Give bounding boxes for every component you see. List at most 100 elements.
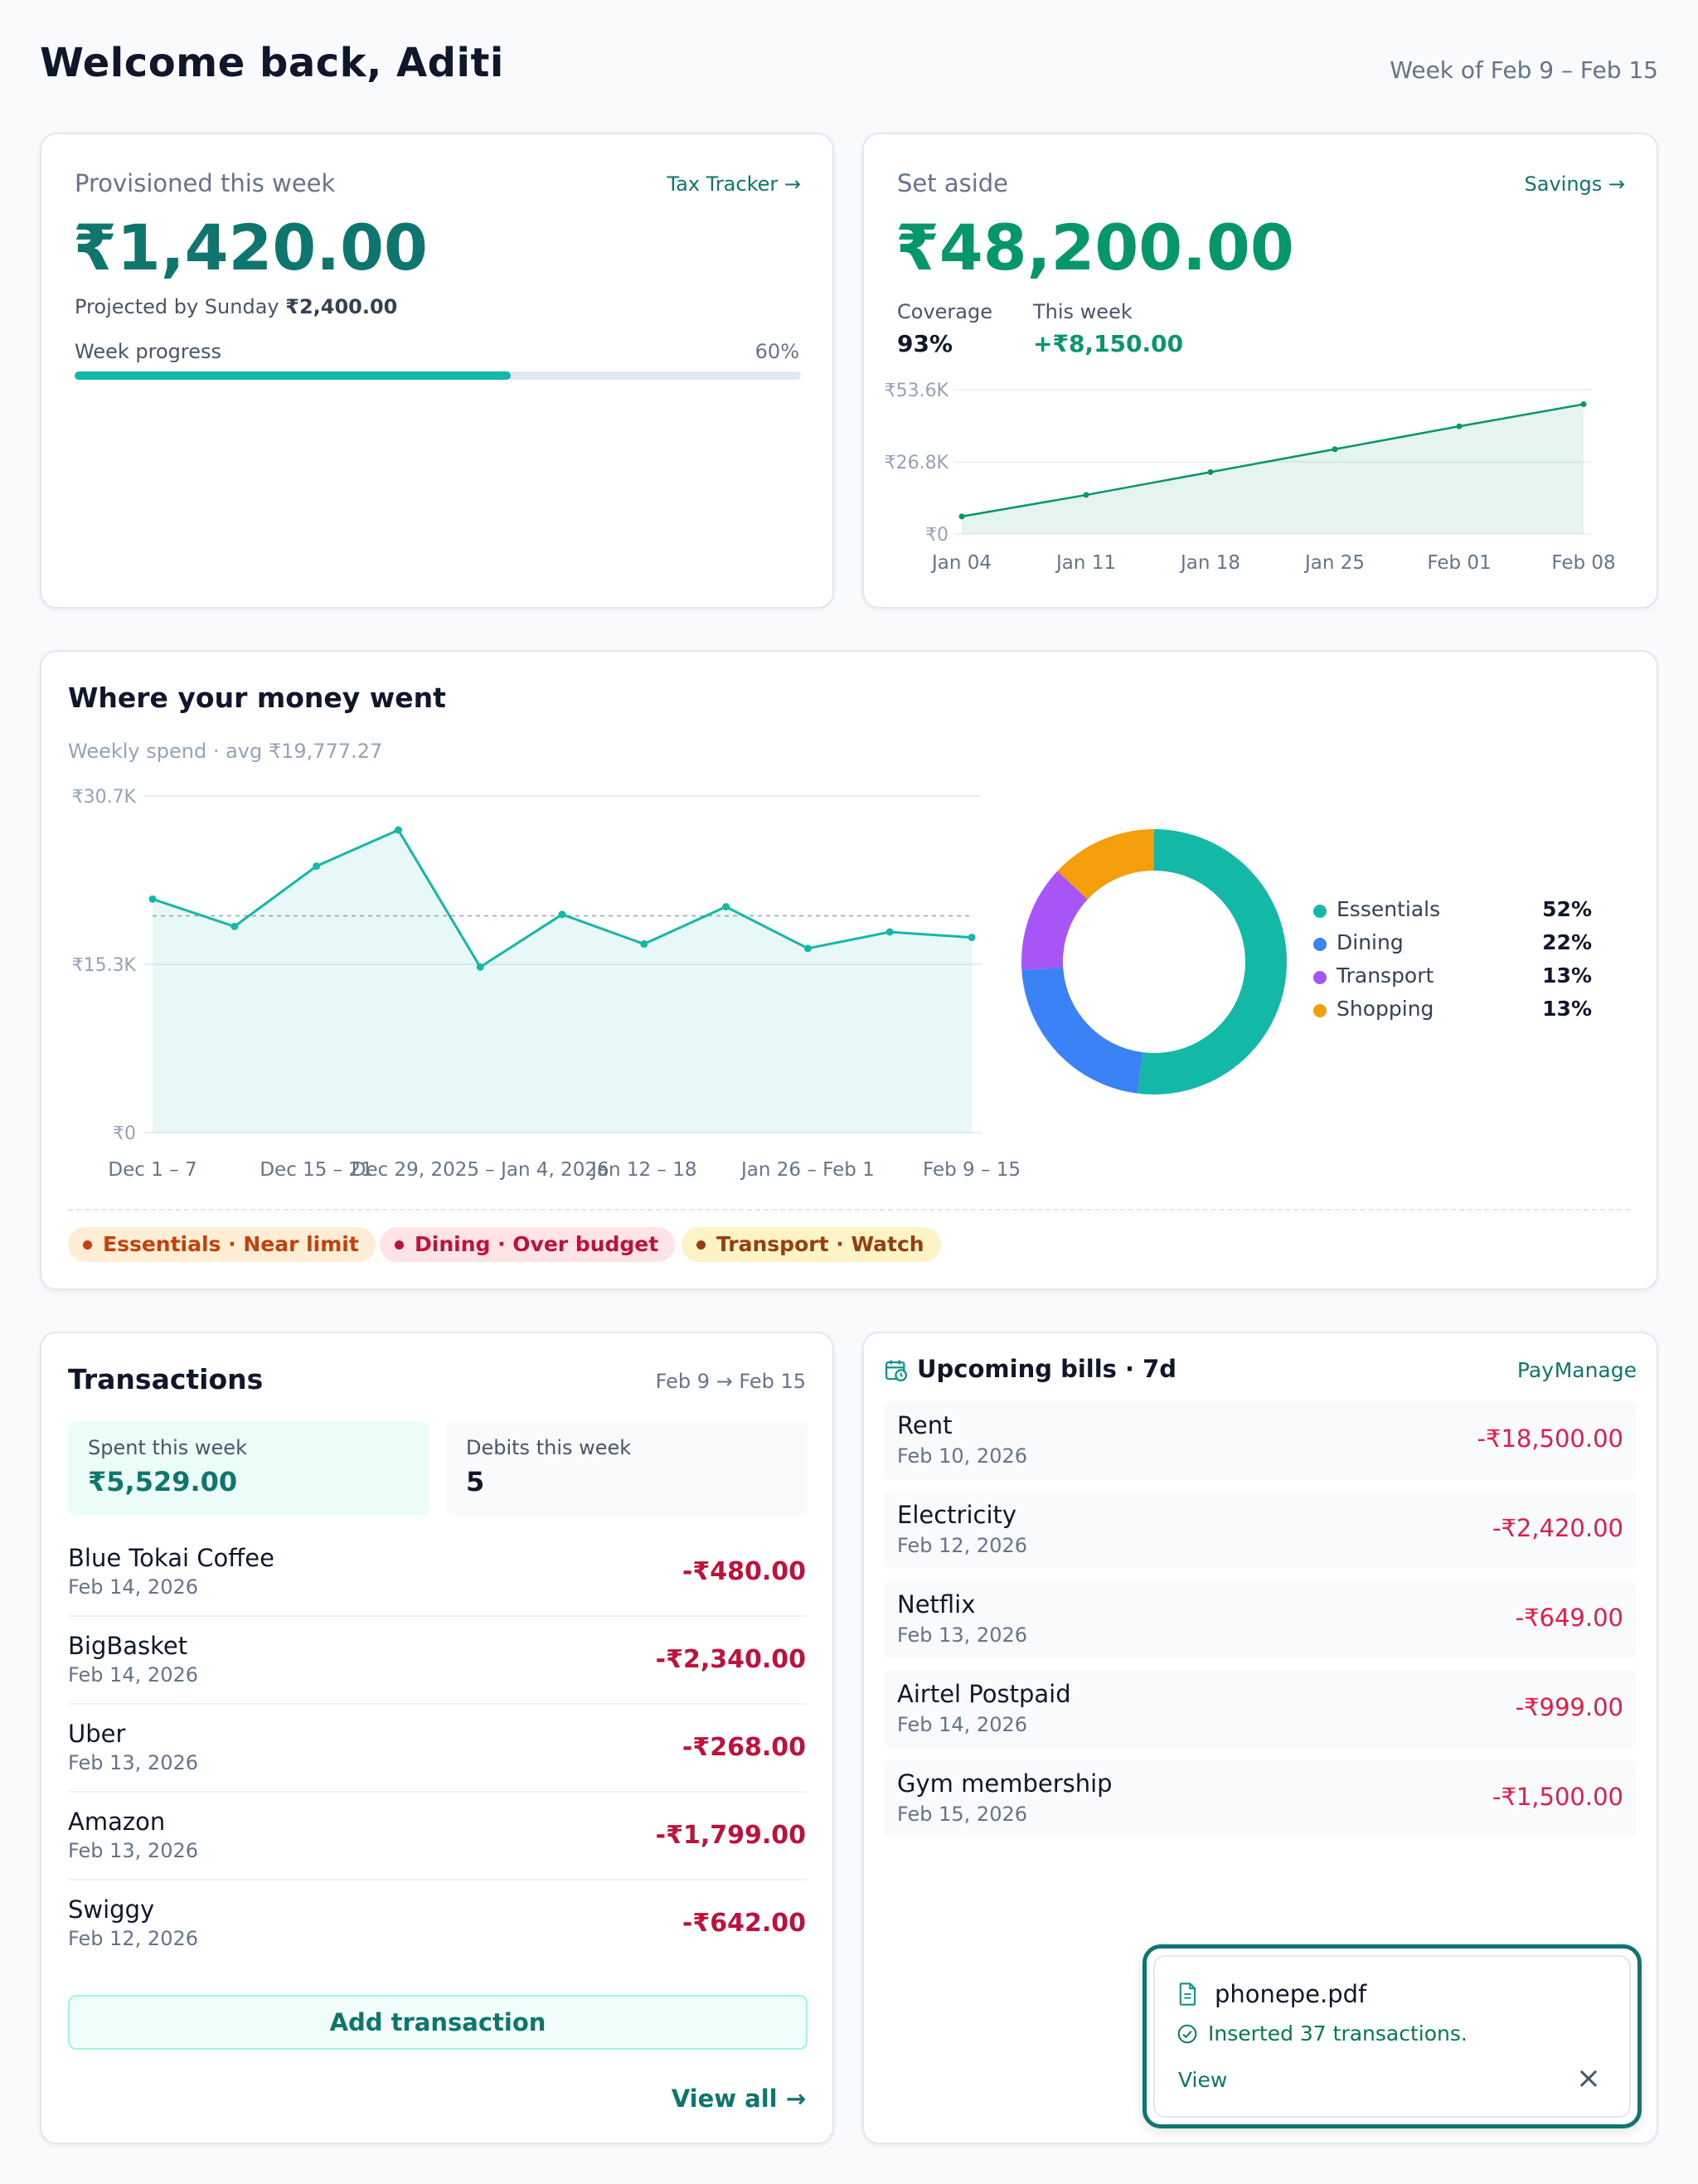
close-icon[interactable]: × <box>1575 2061 1601 2095</box>
x-tick-label: Dec 15 – 21 <box>260 1159 372 1181</box>
x-tick-label: Jan 18 <box>1179 552 1240 574</box>
bill-amount: -₹1,500.00 <box>1492 1783 1623 1811</box>
projected-value: ₹2,400.00 <box>285 295 398 318</box>
y-tick-label: ₹30.7K <box>72 787 137 808</box>
bill-name: Rent <box>897 1411 953 1439</box>
txn-amount: -₹2,340.00 <box>655 1645 806 1674</box>
transaction-row[interactable]: Blue Tokai Coffee Feb 14, 2026 -₹480.00 <box>68 1529 806 1617</box>
debits-value: 5 <box>466 1466 485 1497</box>
spending-point <box>885 928 894 936</box>
txn-name: Amazon <box>68 1808 166 1836</box>
legend-pct: 13% <box>1542 963 1592 988</box>
spending-point <box>230 922 239 930</box>
coverage-value: 93% <box>897 330 953 357</box>
savings-point <box>1207 468 1214 475</box>
tax-tracker-link[interactable]: Tax Tracker → <box>667 172 801 196</box>
txn-date: Feb 13, 2026 <box>68 1751 198 1774</box>
breakdown-legend: Essentials 52% Dining 22% Transport 13% Shoppi… <box>41 652 1660 1292</box>
bill-row[interactable]: Netflix Feb 13, 2026 -₹649.00 <box>884 1580 1637 1658</box>
donut-slice-essentials <box>1137 829 1287 1094</box>
bill-name: Netflix <box>897 1590 976 1619</box>
spending-point <box>394 826 402 834</box>
alert-chip-essentials[interactable]: Essentials · Near limit <box>68 1227 376 1262</box>
week-label: Week of Feb 9 – Feb 15 <box>1390 56 1658 84</box>
txn-name: Blue Tokai Coffee <box>68 1544 274 1572</box>
projected-text: Projected by Sunday ₹2,400.00 <box>75 295 397 318</box>
savings-point <box>1456 423 1463 430</box>
bill-name: Electricity <box>897 1501 1017 1529</box>
bill-date: Feb 12, 2026 <box>897 1534 1027 1557</box>
bill-date: Feb 13, 2026 <box>897 1623 1027 1647</box>
this-week-label: This week <box>1033 300 1133 323</box>
spending-point <box>476 963 484 971</box>
bill-row[interactable]: Airtel Postpaid Feb 14, 2026 -₹999.00 <box>884 1670 1637 1748</box>
legend-pct: 22% <box>1542 930 1592 954</box>
legend-pct: 13% <box>1542 997 1592 1021</box>
legend-swatch <box>1313 905 1327 918</box>
progress-pct: 60% <box>754 340 799 363</box>
provisioned-card: Provisioned this week Tax Tracker → ₹1,4… <box>40 133 834 609</box>
x-tick-label: Feb 08 <box>1551 552 1615 574</box>
bill-row[interactable]: Rent Feb 10, 2026 -₹18,500.00 <box>884 1401 1637 1479</box>
coverage-label: Coverage <box>897 300 992 323</box>
toast-view-link[interactable]: View <box>1178 2068 1228 2092</box>
transactions-range: Feb 9 → Feb 15 <box>655 1370 806 1393</box>
bill-date: Feb 10, 2026 <box>897 1444 1027 1468</box>
page-title: Welcome back, Aditi <box>40 40 504 86</box>
x-tick-label: Jan 04 <box>930 552 992 574</box>
savings-link[interactable]: Savings → <box>1524 172 1626 196</box>
spending-point <box>558 910 566 919</box>
legend-label: Essentials <box>1337 897 1441 921</box>
txn-amount: -₹642.00 <box>682 1909 806 1938</box>
bills-title: Upcoming bills · 7d <box>917 1355 1177 1383</box>
x-tick-label: Feb 9 – 15 <box>923 1159 1021 1181</box>
provisioned-amount: ₹1,420.00 <box>73 211 428 284</box>
view-all-link[interactable]: View all → <box>671 2085 806 2113</box>
x-tick-label: Dec 1 – 7 <box>108 1159 196 1181</box>
transaction-row[interactable]: Amazon Feb 13, 2026 -₹1,799.00 <box>68 1793 806 1881</box>
alert-chip-dining[interactable]: Dining · Over budget <box>380 1227 676 1262</box>
bill-amount: -₹649.00 <box>1515 1604 1623 1632</box>
x-tick-label: Feb 01 <box>1427 552 1491 574</box>
txn-amount: -₹268.00 <box>682 1733 806 1762</box>
projected-label: Projected by Sunday <box>75 295 279 318</box>
spent-stat: Spent this week ₹5,529.00 <box>68 1421 429 1516</box>
bills-card: Upcoming bills · 7d Pay Manage Rent Feb 1… <box>862 1332 1658 2144</box>
transaction-list: Blue Tokai Coffee Feb 14, 2026 -₹480.00 Bi… <box>68 1529 806 1968</box>
toast-filename: phonepe.pdf <box>1215 1980 1367 2008</box>
bill-row[interactable]: Gym membership Feb 15, 2026 -₹1,500.00 <box>884 1759 1637 1837</box>
this-week-value: +₹8,150.00 <box>1033 330 1184 357</box>
spending-card: Where your money went Weekly spend · avg… <box>40 650 1658 1290</box>
y-tick-label: ₹15.3K <box>72 955 137 976</box>
donut-slice-dining <box>1021 967 1143 1094</box>
provisioned-label: Provisioned this week <box>75 169 336 197</box>
toast-message: Inserted 37 transactions. <box>1208 2021 1468 2046</box>
y-tick-label: ₹0 <box>925 525 948 546</box>
x-tick-label: Jan 26 – Feb 1 <box>740 1159 875 1181</box>
transaction-row[interactable]: BigBasket Feb 14, 2026 -₹2,340.00 <box>68 1617 806 1705</box>
legend-swatch <box>1313 971 1327 984</box>
manage-link[interactable]: Manage <box>1554 1358 1637 1382</box>
bill-row[interactable]: Electricity Feb 12, 2026 -₹2,420.00 <box>884 1491 1637 1569</box>
spending-point <box>148 895 157 903</box>
spending-subtitle: Weekly spend · avg ₹19,777.27 <box>68 740 383 763</box>
y-tick-label: ₹53.6K <box>885 381 949 401</box>
transaction-row[interactable]: Swiggy Feb 12, 2026 -₹642.00 <box>68 1881 806 1968</box>
progress-fill <box>75 371 511 380</box>
savings-chart: ₹53.6K ₹26.8K ₹0 Jan 04 Jan 11 Jan 18 Jan 25 F… <box>885 381 1616 574</box>
add-transaction-button[interactable]: Add transaction <box>68 1995 808 2050</box>
txn-name: BigBasket <box>68 1632 188 1660</box>
pay-link[interactable]: Pay <box>1516 1358 1554 1382</box>
upload-toast: phonepe.pdf Inserted 37 transactions. Vi… <box>1143 1944 1642 2128</box>
transaction-row[interactable]: Uber Feb 13, 2026 -₹268.00 <box>68 1705 806 1793</box>
debits-stat: Debits this week 5 <box>446 1421 808 1516</box>
txn-date: Feb 14, 2026 <box>68 1663 198 1687</box>
alert-chip-transport[interactable]: Transport · Watch <box>682 1227 941 1262</box>
bill-amount: -₹18,500.00 <box>1477 1424 1623 1453</box>
spending-title: Where your money went <box>68 682 446 714</box>
txn-date: Feb 14, 2026 <box>68 1575 198 1599</box>
legend-label: Dining <box>1337 930 1404 954</box>
chip-label: Transport · Watch <box>716 1232 924 1256</box>
savings-point <box>1580 401 1587 408</box>
bill-amount: -₹2,420.00 <box>1492 1514 1623 1542</box>
